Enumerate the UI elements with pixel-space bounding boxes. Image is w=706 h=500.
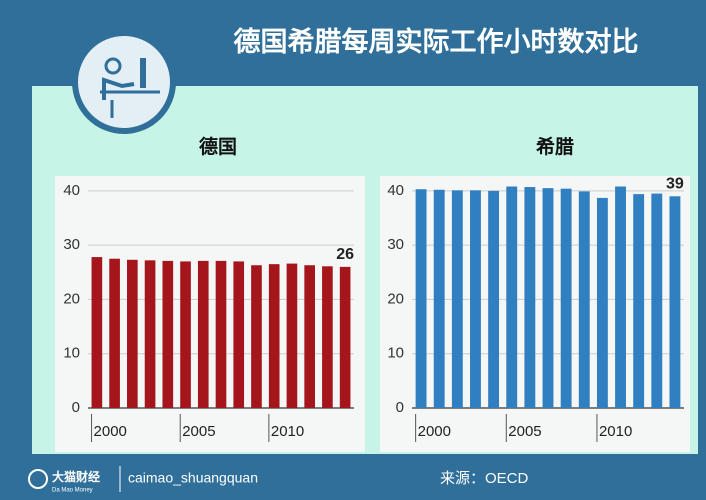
chart-title: 德国 (199, 135, 237, 158)
bar (91, 257, 103, 408)
x-tick-label: 2005 (182, 423, 215, 440)
x-tick-label: 2010 (599, 423, 632, 440)
bar (127, 259, 138, 408)
bar (506, 186, 518, 408)
bar (451, 190, 463, 408)
source: 来源：OECD (440, 470, 529, 487)
bar (322, 266, 333, 408)
bar (615, 186, 626, 408)
brand: 大猫财经 (52, 469, 100, 484)
bar (542, 188, 554, 408)
y-tick-label: 20 (63, 290, 80, 307)
y-tick-label: 30 (387, 236, 404, 253)
bar (109, 258, 120, 408)
value-label: 26 (336, 246, 354, 263)
bar (488, 190, 500, 408)
account: caimao_shuangquan (128, 470, 258, 486)
bar (669, 196, 681, 408)
x-tick-label: 2010 (271, 423, 304, 440)
bar (197, 260, 209, 408)
bar (215, 260, 227, 408)
bar (304, 265, 315, 408)
y-tick-label: 30 (63, 236, 80, 253)
logo (28, 469, 48, 489)
y-tick-label: 0 (72, 399, 80, 416)
bar (162, 260, 174, 408)
bar (144, 260, 156, 408)
y-tick-label: 10 (387, 345, 404, 362)
x-tick-label: 2000 (418, 423, 451, 440)
bar (251, 265, 262, 408)
y-tick-label: 20 (387, 290, 404, 307)
bar (286, 263, 298, 408)
chart-title: 希腊 (536, 135, 574, 158)
bar (180, 261, 191, 408)
bar (596, 197, 608, 408)
brand-en: Da Mao Money (52, 488, 93, 494)
bar (268, 264, 280, 408)
bar (578, 191, 590, 408)
bar (415, 189, 427, 408)
icon (72, 30, 176, 134)
bar (470, 190, 481, 408)
bar (233, 261, 245, 408)
x-tick-label: 2000 (94, 423, 127, 440)
value-label: 39 (666, 176, 684, 193)
bar (339, 266, 351, 408)
x-tick-label: 2005 (508, 423, 541, 440)
bar (651, 193, 663, 408)
bar (633, 194, 645, 408)
y-tick-label: 40 (63, 182, 80, 199)
bar (524, 187, 536, 408)
y-tick-label: 0 (396, 399, 404, 416)
bar (433, 189, 445, 408)
y-tick-label: 40 (387, 182, 404, 199)
bar (560, 188, 572, 408)
y-tick-label: 10 (63, 345, 80, 362)
title: 德国希腊每周实际工作小时数对比 (234, 26, 639, 57)
